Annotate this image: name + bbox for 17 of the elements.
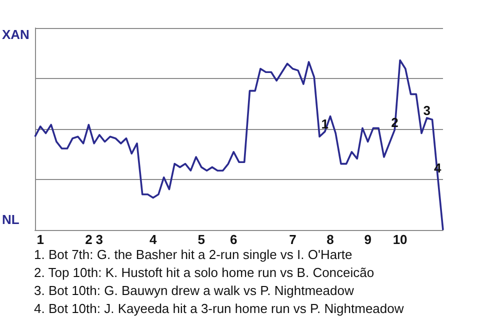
annotation: 3 <box>423 102 431 118</box>
x-tick-label: 2 <box>85 232 92 247</box>
x-tick-label: 10 <box>392 232 408 247</box>
text: XAN <box>2 27 30 42</box>
text: NL <box>2 212 20 227</box>
x-tick-label: 9 <box>364 232 372 247</box>
x-tick-label: 1 <box>36 232 44 247</box>
x-tick-label: 3 <box>96 232 104 247</box>
text: 3. Bot 10th: G. Bauwyn drew a walk vs P. Nightmeadow <box>34 283 354 298</box>
x-tick-label: 7 <box>289 232 296 247</box>
text: 2. Top 10th: K. Hustoft hit a solo home run vs B. Conceicão <box>34 265 374 280</box>
x-tick-label: 4 <box>149 232 158 247</box>
text: 4. Bot 10th: J. Kayeeda hit a 3-run home run vs P. Nightmeadow <box>34 301 404 316</box>
x-tick-label: 6 <box>230 232 238 247</box>
x-tick-label: 8 <box>326 232 334 247</box>
x-tick-label: 5 <box>198 232 206 247</box>
text: 1. Bot 7th: G. the Basher hit a 2-run single vs I. O'Harte <box>34 247 352 262</box>
